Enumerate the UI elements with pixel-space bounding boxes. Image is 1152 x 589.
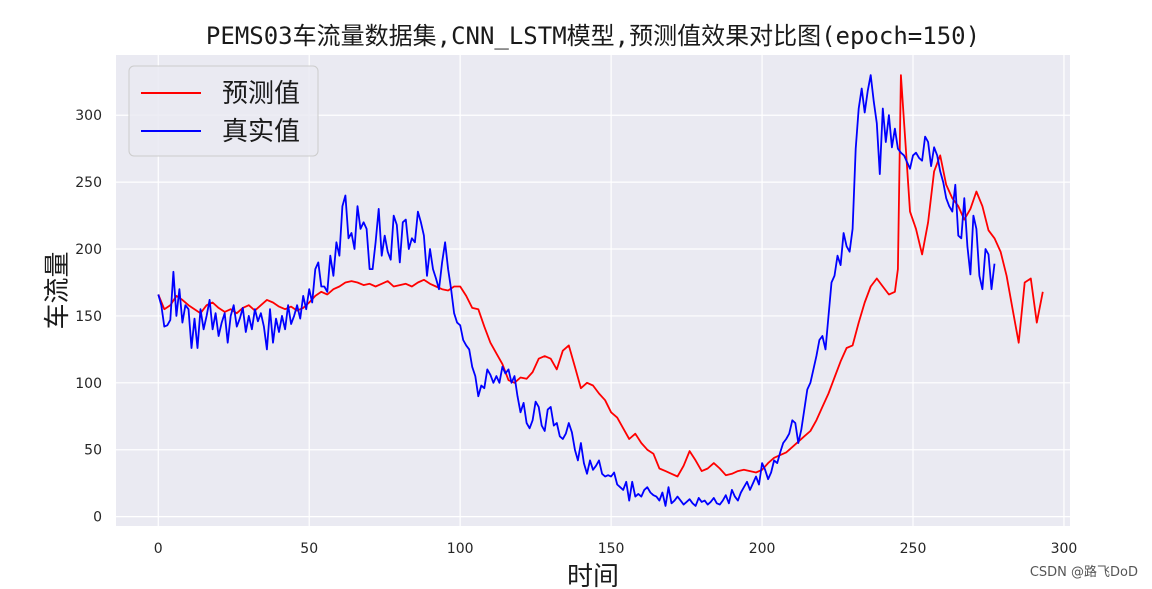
legend-box <box>128 65 319 157</box>
x-axis-label: 时间 <box>567 562 619 589</box>
x-tick-label: 100 <box>447 541 474 557</box>
legend-label: 真实值 <box>222 117 300 147</box>
y-axis-label: 车流量 <box>43 251 73 329</box>
x-tick-label: 300 <box>1051 541 1078 557</box>
watermark: CSDN @路飞DoD <box>1029 565 1138 580</box>
y-tick-label: 100 <box>75 376 102 392</box>
gridlines <box>116 55 1070 526</box>
series-line-actual <box>157 74 996 507</box>
y-tick-label: 300 <box>75 108 102 124</box>
y-tick-label: 250 <box>75 175 102 191</box>
y-tick-label: 150 <box>75 309 102 325</box>
x-tick-label: 250 <box>900 541 927 557</box>
y-tick-label: 50 <box>84 443 102 459</box>
tick-labels: 0 50 100 150 200 250 300 0 50 100 150 200 250 300 <box>75 108 1077 557</box>
series-lines <box>157 74 1044 507</box>
y-tick-label: 200 <box>75 242 102 258</box>
y-tick-label: 0 <box>93 510 102 526</box>
legend-label: 预测值 <box>222 79 300 109</box>
x-tick-label: 200 <box>749 541 776 557</box>
chart-title: PEMS03车流量数据集,CNN_LSTM模型,预测值效果对比图(epoch=1… <box>206 22 980 50</box>
x-tick-label: 0 <box>154 541 163 557</box>
x-tick-label: 150 <box>598 541 625 557</box>
x-tick-label: 50 <box>300 541 318 557</box>
